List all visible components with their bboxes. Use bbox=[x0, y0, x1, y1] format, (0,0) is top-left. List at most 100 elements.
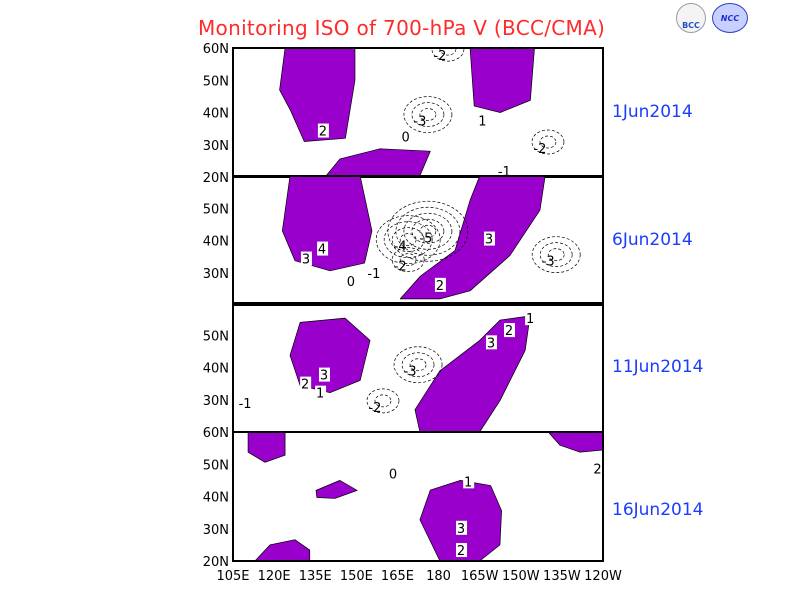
positive-anomaly-shading bbox=[315, 480, 358, 499]
positive-anomaly-shading bbox=[254, 539, 311, 561]
positive-anomaly-shading bbox=[289, 317, 371, 394]
positive-anomaly-shading bbox=[547, 432, 603, 453]
negative-contour bbox=[391, 227, 425, 253]
negative-contour bbox=[419, 108, 437, 121]
negative-contour bbox=[419, 224, 437, 238]
panel-3 bbox=[289, 315, 531, 432]
contour-label: 2 bbox=[593, 462, 601, 477]
contour-label: 2 bbox=[457, 544, 465, 559]
y-tick-label: 30N bbox=[203, 267, 229, 282]
panel-date-1: 1Jun2014 bbox=[612, 102, 693, 122]
positive-anomaly-shading bbox=[281, 176, 373, 272]
contour-label: 2 bbox=[505, 324, 513, 339]
x-tick-label: 180 bbox=[426, 569, 451, 584]
contour-label-box bbox=[300, 376, 312, 391]
contour-label: -3 bbox=[542, 255, 555, 270]
contour-label-box bbox=[456, 520, 468, 535]
negative-contour bbox=[366, 388, 400, 414]
negative-contour bbox=[403, 212, 453, 250]
x-tick-label: 165E bbox=[381, 569, 414, 584]
y-tick-label: 40N bbox=[203, 107, 229, 122]
contour-label: -1 bbox=[239, 397, 252, 412]
contour-label-box bbox=[485, 335, 497, 350]
panel-date-2: 6Jun2014 bbox=[612, 230, 693, 250]
contour-label-box bbox=[456, 543, 468, 558]
y-tick-label: 50N bbox=[203, 458, 229, 473]
contour-label: 3 bbox=[457, 522, 465, 537]
y-tick-label: 40N bbox=[203, 362, 229, 377]
positive-anomaly-shading bbox=[414, 315, 531, 432]
y-tick-label: 50N bbox=[203, 74, 229, 89]
contour-label: -3 bbox=[404, 365, 417, 380]
y-tick-label: 20N bbox=[203, 171, 229, 186]
contour-label-box bbox=[317, 241, 329, 256]
contour-label-box bbox=[477, 113, 489, 128]
panel-1 bbox=[279, 48, 565, 177]
y-tick-label: 30N bbox=[203, 394, 229, 409]
contour-label: 1 bbox=[316, 387, 324, 402]
contour-label-box bbox=[318, 367, 330, 382]
negative-contour bbox=[401, 352, 435, 378]
positive-anomaly-shading bbox=[247, 432, 286, 463]
panel-date-3: 11Jun2014 bbox=[612, 357, 704, 377]
x-tick-label: 120E bbox=[258, 569, 291, 584]
y-tick-label: 40N bbox=[203, 491, 229, 506]
y-tick-label: 50N bbox=[203, 329, 229, 344]
contour-label: -2 bbox=[368, 401, 381, 416]
contour-label: -2 bbox=[533, 142, 546, 157]
contour-label: 1 bbox=[478, 115, 486, 130]
contour-label: 3 bbox=[320, 369, 328, 384]
contour-label-box bbox=[315, 385, 327, 400]
contour-label-box bbox=[592, 461, 604, 476]
chart-title: Monitoring ISO of 700-hPa V (BCC/CMA) bbox=[198, 16, 606, 40]
contour-label-box bbox=[317, 123, 329, 138]
contour-label: 0 bbox=[402, 131, 410, 146]
contour-label-box bbox=[434, 277, 446, 292]
negative-contour bbox=[531, 236, 581, 274]
negative-contour bbox=[411, 218, 445, 244]
negative-contour bbox=[399, 253, 417, 267]
negative-contour bbox=[531, 129, 565, 155]
negative-contour bbox=[411, 102, 445, 127]
contour-label: -5 bbox=[419, 231, 432, 246]
contour-label: -3 bbox=[413, 115, 426, 130]
negative-contour bbox=[391, 247, 425, 273]
negative-contour bbox=[539, 242, 573, 268]
contour-label-box bbox=[525, 311, 537, 326]
contour-label-box bbox=[503, 323, 515, 338]
negative-contour bbox=[374, 394, 392, 408]
panel-frame bbox=[232, 175, 604, 306]
y-tick-label: 30N bbox=[203, 139, 229, 154]
panel-2 bbox=[281, 176, 581, 300]
contour-label: 1 bbox=[464, 475, 472, 490]
negative-contour bbox=[439, 48, 457, 56]
negative-contour bbox=[399, 233, 417, 247]
contour-label: 0 bbox=[347, 275, 355, 290]
bcc-logo: BCC bbox=[676, 3, 706, 33]
contour-label: -2 bbox=[394, 260, 407, 275]
y-tick-label: 60N bbox=[203, 42, 229, 57]
positive-anomaly-shading bbox=[324, 148, 431, 177]
negative-contour bbox=[387, 200, 469, 262]
x-tick-label: 165W bbox=[461, 569, 499, 584]
positive-anomaly-shading bbox=[279, 48, 356, 142]
positive-anomaly-shading bbox=[469, 48, 535, 113]
y-tick-label: 20N bbox=[203, 555, 229, 570]
x-tick-label: 150W bbox=[502, 569, 540, 584]
negative-contour bbox=[375, 215, 441, 265]
panel-date-4: 16Jun2014 bbox=[612, 500, 704, 520]
y-tick-label: 40N bbox=[203, 235, 229, 250]
negative-contour bbox=[409, 358, 427, 372]
contour-label: -4 bbox=[394, 240, 407, 255]
y-tick-label: 30N bbox=[203, 523, 229, 538]
contour-label: 2 bbox=[436, 279, 444, 294]
contour-label-box bbox=[483, 231, 495, 246]
contour-label: 3 bbox=[302, 253, 310, 268]
x-tick-label: 150E bbox=[340, 569, 373, 584]
contour-label: 3 bbox=[485, 233, 493, 248]
negative-contour bbox=[539, 135, 557, 149]
y-tick-label: 50N bbox=[203, 202, 229, 217]
panel-frame bbox=[232, 431, 604, 562]
x-tick-label: 135E bbox=[299, 569, 332, 584]
